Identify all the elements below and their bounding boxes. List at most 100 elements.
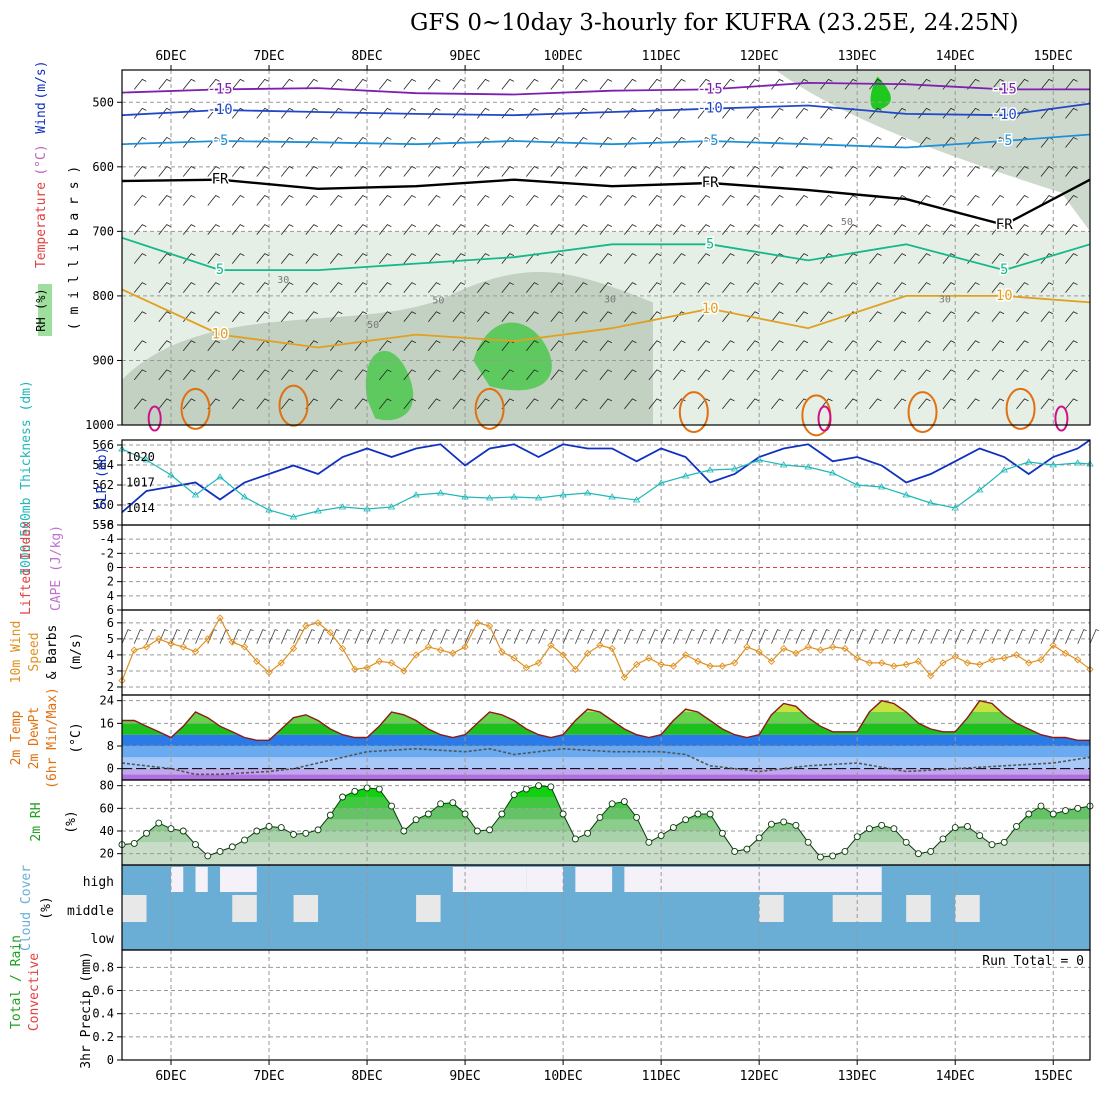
wind-barb-icon [869, 369, 882, 381]
wind-barb-icon [354, 369, 367, 381]
cloud-ylabel-unit: (%) [39, 896, 54, 919]
wind-barb-icon [820, 282, 833, 293]
thickness-point [779, 461, 788, 468]
wind-barb-icon [378, 629, 389, 644]
wind-barb-icon [942, 369, 956, 381]
wind-barb-icon [379, 253, 392, 264]
wind-speed-point [400, 667, 408, 675]
temp-ylabel-2: 2m DewPt [27, 707, 42, 770]
wind-barb-icon [697, 78, 711, 90]
wind-barb-icon [967, 195, 980, 206]
rh-point [498, 810, 506, 818]
wind-barb-icon [231, 224, 245, 235]
wind-barb-icon [624, 253, 637, 264]
wind-barb-icon [673, 369, 686, 381]
li-ytick-label: -4 [100, 532, 114, 546]
wind-barb-icon [1040, 282, 1054, 293]
wind-barb-icon [329, 195, 343, 206]
wind-barb-icon [1065, 629, 1075, 644]
wind-barb-icon [991, 253, 1005, 264]
wind-barb-icon [881, 629, 891, 644]
wind-barb-icon [280, 253, 294, 264]
rh-point [363, 784, 371, 792]
slp-ylabel-slp: SLP (mb) [95, 447, 110, 510]
wind-barb-icon [305, 165, 318, 177]
wind-ytick-label: 6 [107, 616, 114, 630]
wind-barb-icon [771, 369, 784, 381]
upper-ylabel-windunit: (m/s) [34, 60, 49, 99]
rh-band [122, 808, 1090, 820]
rh-point [718, 829, 726, 837]
wind-speed-point [890, 662, 898, 670]
wind-barb-icon [893, 78, 907, 90]
wind-barb-icon [550, 369, 564, 381]
wind-barb-icon [795, 282, 809, 293]
wind-speed-point [927, 672, 935, 680]
upper-ytick-label: 800 [92, 289, 114, 303]
wind-barb-icon [182, 78, 196, 90]
wind-barb-icon [967, 369, 980, 381]
wind-barb-icon [599, 165, 613, 177]
wind-ylabel-2: Speed [27, 632, 42, 671]
wind-barb-icon [820, 629, 830, 644]
cloud-middle-clear [293, 895, 319, 922]
upper-ylabel-rh: RH (%) [34, 288, 48, 331]
wind-barb-icon [428, 253, 441, 264]
wind-barb-icon [428, 78, 441, 90]
wind-barb-icon [893, 107, 907, 119]
wind-ylabel-1: 10m Wind [9, 621, 24, 684]
wind-barb-icon [231, 253, 245, 264]
wind-barb-icon [379, 398, 392, 410]
rh-point [743, 845, 751, 853]
wind-barb-icon [648, 340, 662, 352]
wind-barb-icon [771, 398, 784, 410]
thickness-point [387, 503, 396, 510]
wind-barb-icon [734, 629, 744, 644]
isotherm-label: -15 [207, 81, 232, 97]
wind-barb-icon [133, 340, 147, 352]
wind-barb-icon [477, 136, 490, 148]
isotherm-label: FR [702, 175, 719, 191]
wind-barb-icon [403, 282, 417, 293]
rh-ytick-label: 80 [100, 779, 114, 793]
wind-barb-icon [550, 398, 564, 410]
x-day-label-top: 10DEC [544, 49, 583, 64]
wind-speed-point [1049, 641, 1057, 649]
cape-ylabel: CAPE (J/kg) [49, 525, 64, 611]
precip-ylabel: 3hr Precip (mm) [79, 951, 94, 1068]
isotherm--10 [121, 102, 1091, 117]
wind-barb-icon [844, 340, 858, 352]
rh-ytick-label: 60 [100, 801, 114, 815]
wind-speed-point [363, 664, 371, 672]
wind-barb-icon [305, 311, 318, 322]
wind-barb-icon [820, 195, 833, 206]
wind-barb-icon [1089, 629, 1100, 644]
wind-barb-icon [379, 136, 392, 148]
rh-point [853, 833, 861, 841]
wind-speed-point [878, 659, 886, 667]
wind-speed-point [829, 643, 837, 651]
cloud-high-clear [195, 867, 208, 892]
thickness-point [1000, 466, 1008, 473]
wind-speed-point [755, 648, 763, 656]
cloud-high-clear [452, 867, 527, 892]
wind-speed-point [914, 657, 923, 665]
rh-point [522, 785, 530, 793]
wind-ylabel-3: & Barbs [45, 625, 60, 680]
run-total: Run Total = 0 [982, 954, 1084, 969]
cloud-middle-clear [759, 895, 784, 922]
wind-barb-icon [942, 195, 956, 206]
wind-barb-icon [1040, 398, 1054, 410]
wind-barb-icon [256, 195, 269, 206]
wind-barb-icon [329, 398, 343, 410]
wind-barb-icon [942, 253, 956, 264]
slp-right-tick-label: 1020 [126, 450, 155, 464]
wind-speed-point [473, 619, 481, 627]
wind-barb-icon [158, 311, 171, 322]
cloud-high-clear [220, 867, 257, 892]
wind-barb-icon [133, 282, 147, 293]
wind-barb-icon [207, 136, 220, 148]
cloud-middle-clear [232, 895, 257, 922]
wind-barb-icon [133, 195, 147, 206]
wind-speed-point [314, 619, 322, 627]
